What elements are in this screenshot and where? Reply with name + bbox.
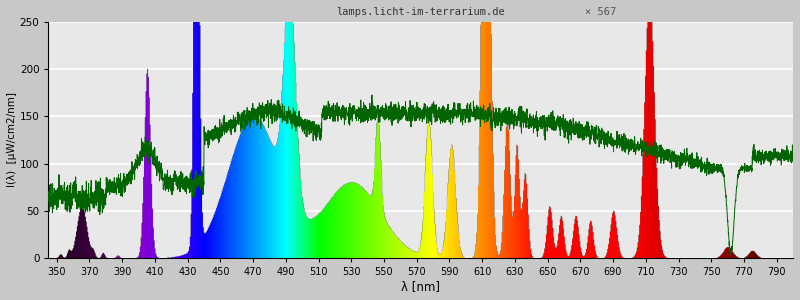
Text: × 567: × 567	[585, 7, 616, 17]
X-axis label: λ [nm]: λ [nm]	[402, 280, 440, 293]
Y-axis label: I(λ)  [μW/cm2/nm]: I(λ) [μW/cm2/nm]	[7, 92, 17, 188]
Text: lamps.licht-im-terrarium.de: lamps.licht-im-terrarium.de	[337, 7, 505, 17]
